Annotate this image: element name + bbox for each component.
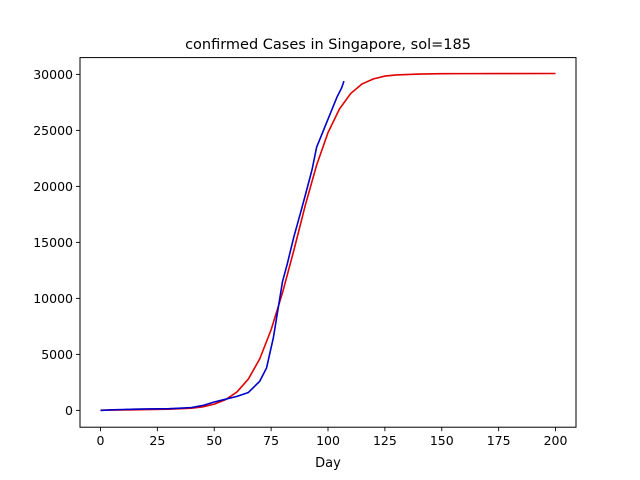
y-tick-label: 25000: [33, 123, 73, 138]
x-tick-label: 175: [487, 433, 511, 448]
y-tick-label: 20000: [33, 179, 73, 194]
x-axis-title: Day: [315, 456, 341, 471]
x-tick-label: 0: [97, 433, 105, 448]
x-tick-label: 125: [373, 433, 397, 448]
y-tick-label: 30000: [33, 67, 73, 82]
x-tick-label: 75: [263, 433, 279, 448]
chart-title: confirmed Cases in Singapore, sol=185: [185, 37, 471, 53]
x-tick-label: 50: [206, 433, 222, 448]
x-tick-label: 100: [316, 433, 340, 448]
y-tick-label: 5000: [41, 347, 73, 362]
x-axis: 0 25 50 75 100 125 150 175 200: [97, 427, 568, 448]
y-axis: 0 5000 10000 15000 20000 25000 30000: [33, 67, 80, 418]
y-tick-label: 0: [65, 403, 73, 418]
x-tick-label: 200: [544, 433, 568, 448]
series-line-1: [100, 72, 556, 411]
series-line-2: [100, 80, 345, 412]
x-tick-label: 150: [430, 433, 454, 448]
series-layer: [100, 72, 556, 412]
plot-frame: [79, 57, 577, 428]
x-tick-label: 25: [149, 433, 165, 448]
y-tick-label: 10000: [33, 291, 73, 306]
y-tick-label: 15000: [33, 235, 73, 250]
